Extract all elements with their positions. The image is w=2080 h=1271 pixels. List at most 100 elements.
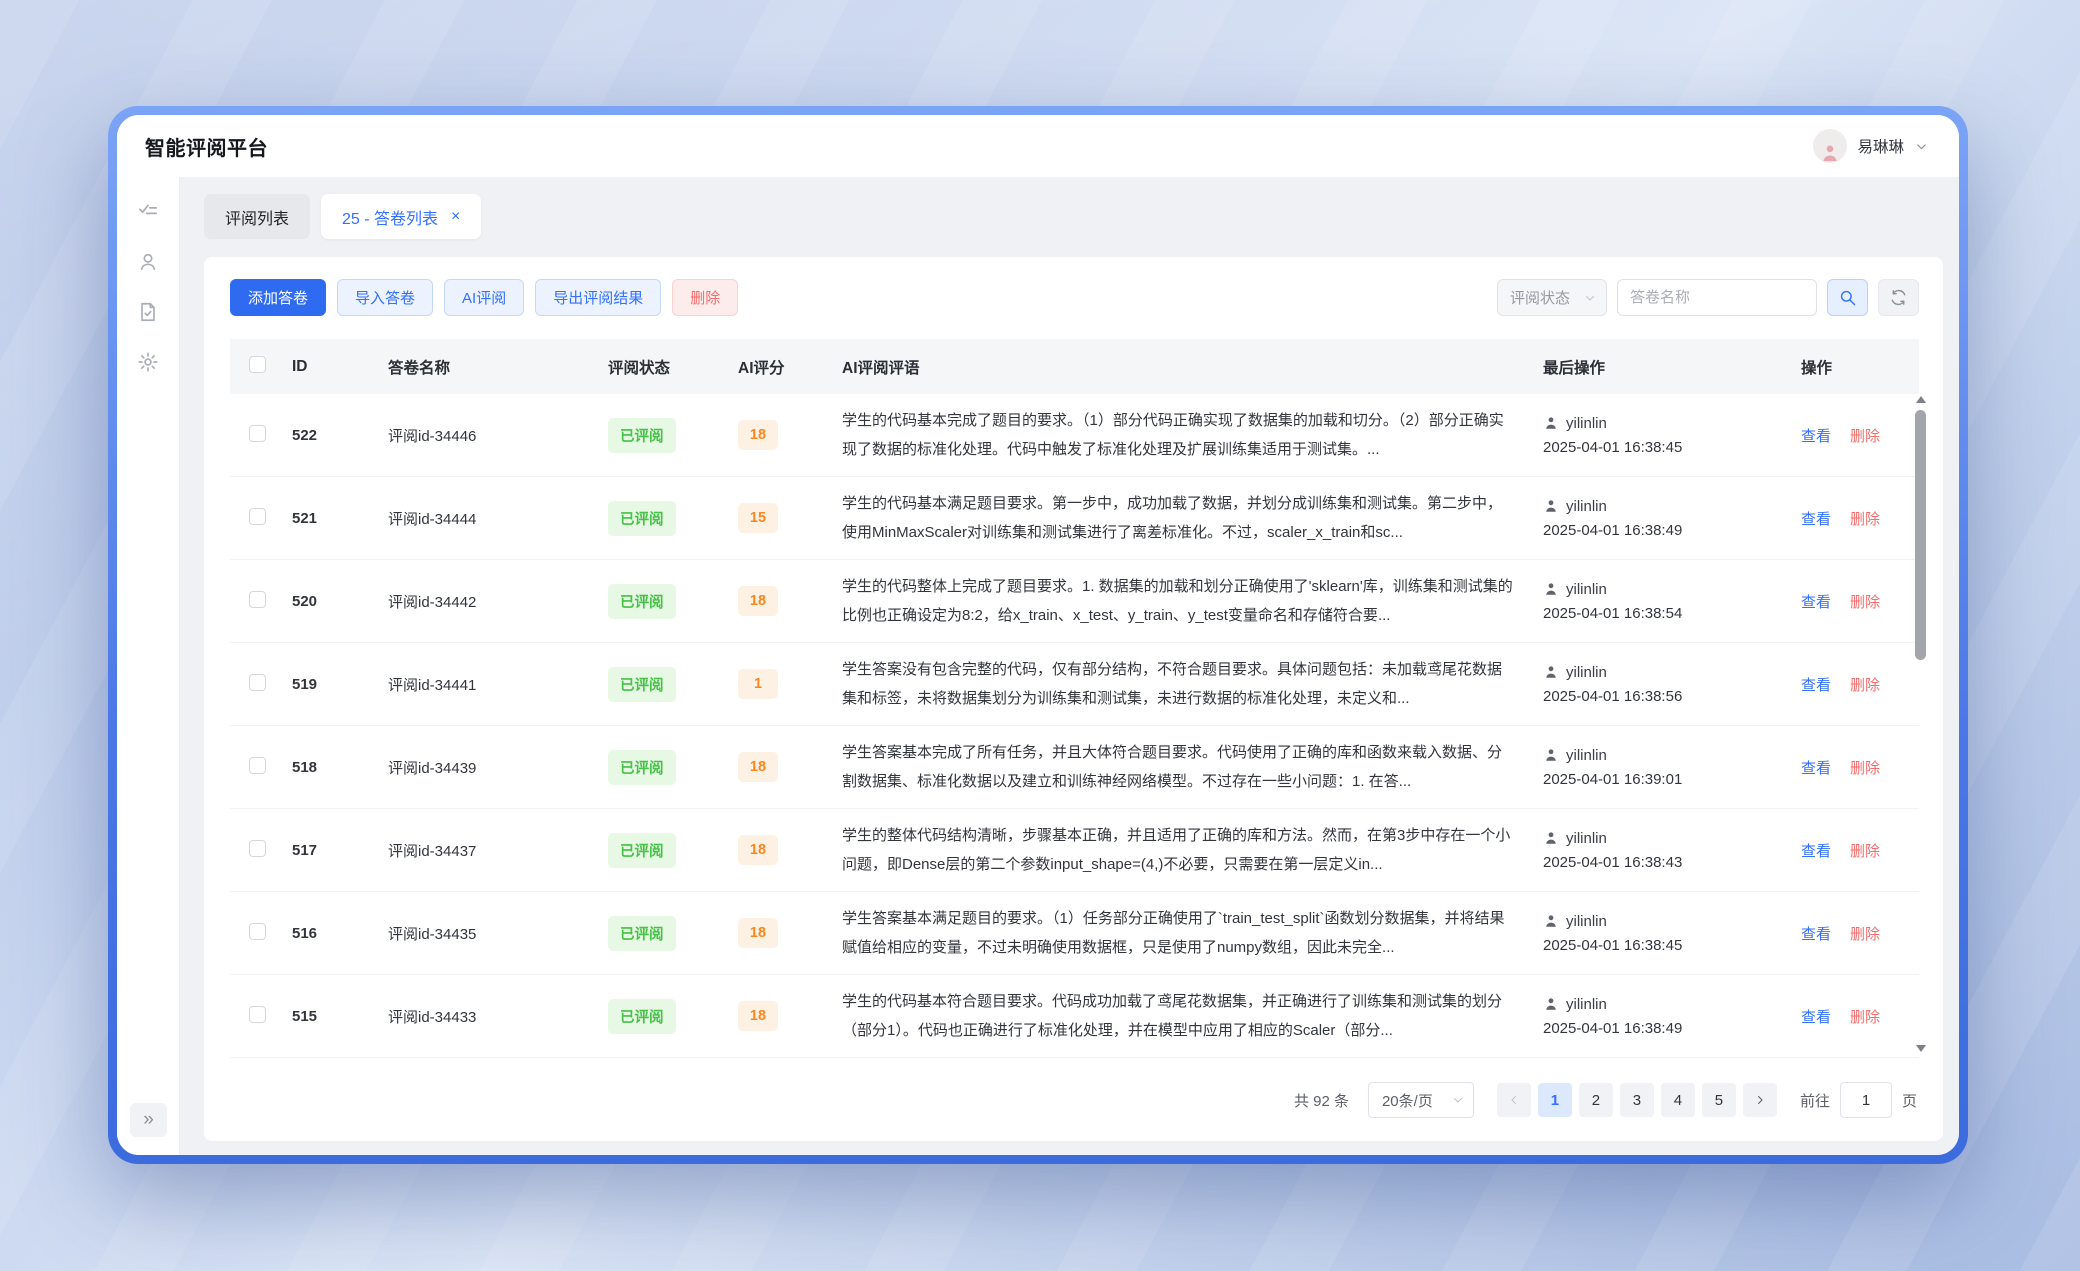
row-name: 评阅id-34433	[388, 1008, 477, 1026]
row-checkbox[interactable]	[249, 424, 266, 442]
operator-name: yilinlin	[1566, 746, 1607, 764]
row-checkbox[interactable]	[249, 673, 266, 691]
tab-review-list[interactable]: 评阅列表	[204, 194, 311, 239]
row-comment: 学生答案基本满足题目的要求。（1）任务部分正确使用了`train_test_sp…	[842, 910, 1505, 956]
row-name: 评阅id-34442	[388, 593, 477, 611]
page-button-3[interactable]: 3	[1619, 1083, 1654, 1117]
prev-page-button[interactable]	[1496, 1083, 1531, 1117]
chevron-down-icon	[1917, 143, 1926, 149]
ai-review-button[interactable]: AI评阅	[444, 279, 525, 316]
refresh-button[interactable]	[1878, 279, 1919, 316]
delete-link[interactable]: 删除	[1850, 427, 1881, 445]
view-link[interactable]: 查看	[1801, 925, 1832, 943]
view-link[interactable]: 查看	[1801, 676, 1832, 694]
table-row: 516 评阅id-34435 已评阅 18 学生答案基本满足题目的要求。（1）任…	[230, 892, 1919, 975]
row-name: 评阅id-34441	[388, 676, 477, 694]
answer-name-input[interactable]	[1617, 279, 1817, 316]
page-button-1[interactable]: 1	[1537, 1083, 1572, 1117]
operation-time: 2025-04-01 16:38:43	[1543, 853, 1683, 871]
view-link[interactable]: 查看	[1801, 1008, 1832, 1026]
page-button-5[interactable]: 5	[1701, 1083, 1736, 1117]
operator-name: yilinlin	[1566, 829, 1607, 847]
add-answer-button[interactable]: 添加答卷	[230, 279, 327, 316]
page-size-select[interactable]: 20条/页	[1367, 1082, 1474, 1118]
goto-label: 前往	[1799, 1092, 1830, 1110]
delete-link[interactable]: 删除	[1850, 510, 1881, 528]
pagination: 共 92 条 20条/页 1 2 3 4 5	[230, 1059, 1919, 1141]
view-link[interactable]: 查看	[1801, 842, 1832, 860]
tab-answer-list[interactable]: 25 - 答卷列表 ×	[321, 194, 482, 239]
row-checkbox[interactable]	[249, 839, 266, 857]
app-window: 智能评阅平台 易琳琳 »	[108, 106, 1968, 1164]
scroll-down-icon[interactable]	[1916, 1045, 1926, 1052]
status-badge: 已评阅	[608, 417, 676, 453]
chevron-down-icon	[1453, 1098, 1462, 1103]
page-button-2[interactable]: 2	[1578, 1083, 1613, 1117]
page-button-4[interactable]: 4	[1660, 1083, 1695, 1117]
row-last-operation: yilinlin 2025-04-01 16:38:54	[1543, 581, 1801, 622]
status-badge: 已评阅	[608, 998, 676, 1034]
import-answer-button[interactable]: 导入答卷	[337, 279, 434, 316]
scroll-up-icon[interactable]	[1916, 396, 1926, 403]
operator-name: yilinlin	[1566, 414, 1607, 432]
goto-page-input[interactable]	[1839, 1082, 1892, 1118]
search-button[interactable]	[1827, 279, 1868, 316]
row-last-operation: yilinlin 2025-04-01 16:38:43	[1543, 830, 1801, 871]
delete-link[interactable]: 删除	[1850, 842, 1881, 860]
chevron-down-icon	[1585, 295, 1595, 301]
settings-gear-icon[interactable]	[137, 351, 159, 373]
col-id: ID	[292, 357, 308, 375]
user-menu[interactable]: 易琳琳	[1813, 129, 1929, 163]
score-badge: 15	[738, 503, 778, 533]
row-comment: 学生的代码整体上完成了题目要求。1. 数据集的加载和划分正确使用了'sklear…	[842, 578, 1513, 624]
tab-bar: 评阅列表 25 - 答卷列表 ×	[204, 194, 1959, 239]
row-checkbox[interactable]	[249, 756, 266, 774]
view-link[interactable]: 查看	[1801, 593, 1832, 611]
users-icon[interactable]	[137, 251, 159, 273]
row-last-operation: yilinlin 2025-04-01 16:38:45	[1543, 913, 1801, 954]
table-row: 517 评阅id-34437 已评阅 18 学生的整体代码结构清晰，步骤基本正确…	[230, 809, 1919, 892]
col-last-op: 最后操作	[1543, 359, 1606, 377]
row-comment: 学生的整体代码结构清晰，步骤基本正确，并且适用了正确的库和方法。然而，在第3步中…	[842, 827, 1511, 873]
row-comment: 学生的代码基本满足题目要求。第一步中，成功加载了数据，并划分成训练集和测试集。第…	[842, 495, 1503, 541]
sidebar-collapse-button[interactable]: »	[130, 1103, 167, 1137]
status-badge: 已评阅	[608, 832, 676, 868]
select-all-checkbox[interactable]	[249, 355, 266, 373]
row-last-operation: yilinlin 2025-04-01 16:38:56	[1543, 664, 1801, 705]
delete-link[interactable]: 删除	[1850, 1008, 1881, 1026]
status-filter-select[interactable]: 评阅状态	[1497, 279, 1607, 316]
tab-close-icon[interactable]: ×	[451, 207, 461, 225]
score-badge: 18	[738, 586, 778, 616]
row-name: 评阅id-34435	[388, 925, 477, 943]
answer-table: ID 答卷名称 评阅状态 AI评分 AI评阅评语 最后操作 操作 522 评阅i…	[230, 339, 1926, 1059]
table-row: 518 评阅id-34439 已评阅 18 学生答案基本完成了所有任务，并且大体…	[230, 726, 1919, 809]
table-scrollbar[interactable]	[1914, 394, 1927, 1054]
row-id: 518	[292, 758, 318, 776]
person-icon	[1546, 666, 1556, 678]
next-page-button[interactable]	[1742, 1083, 1777, 1117]
row-checkbox[interactable]	[249, 922, 266, 940]
operation-time: 2025-04-01 16:39:01	[1543, 770, 1683, 788]
operation-time: 2025-04-01 16:38:49	[1543, 1019, 1683, 1037]
scrollbar-thumb[interactable]	[1915, 410, 1926, 660]
view-link[interactable]: 查看	[1801, 427, 1832, 445]
operation-time: 2025-04-01 16:38:45	[1543, 936, 1683, 954]
row-checkbox[interactable]	[249, 590, 266, 608]
row-checkbox[interactable]	[249, 1005, 266, 1023]
delete-link[interactable]: 删除	[1850, 676, 1881, 694]
col-comment: AI评阅评语	[842, 359, 920, 377]
person-icon	[1546, 583, 1556, 595]
person-icon	[1546, 417, 1556, 429]
delete-link[interactable]: 删除	[1850, 593, 1881, 611]
avatar[interactable]	[1813, 129, 1848, 163]
delete-link[interactable]: 删除	[1850, 925, 1881, 943]
row-checkbox[interactable]	[249, 507, 266, 525]
table-header: ID 答卷名称 评阅状态 AI评分 AI评阅评语 最后操作 操作	[230, 339, 1919, 394]
answer-sheets-icon[interactable]	[137, 301, 159, 323]
view-link[interactable]: 查看	[1801, 759, 1832, 777]
delete-button[interactable]: 删除	[672, 279, 739, 316]
export-results-button[interactable]: 导出评阅结果	[535, 279, 662, 316]
review-checklist-icon[interactable]	[137, 201, 159, 223]
view-link[interactable]: 查看	[1801, 510, 1832, 528]
delete-link[interactable]: 删除	[1850, 759, 1881, 777]
